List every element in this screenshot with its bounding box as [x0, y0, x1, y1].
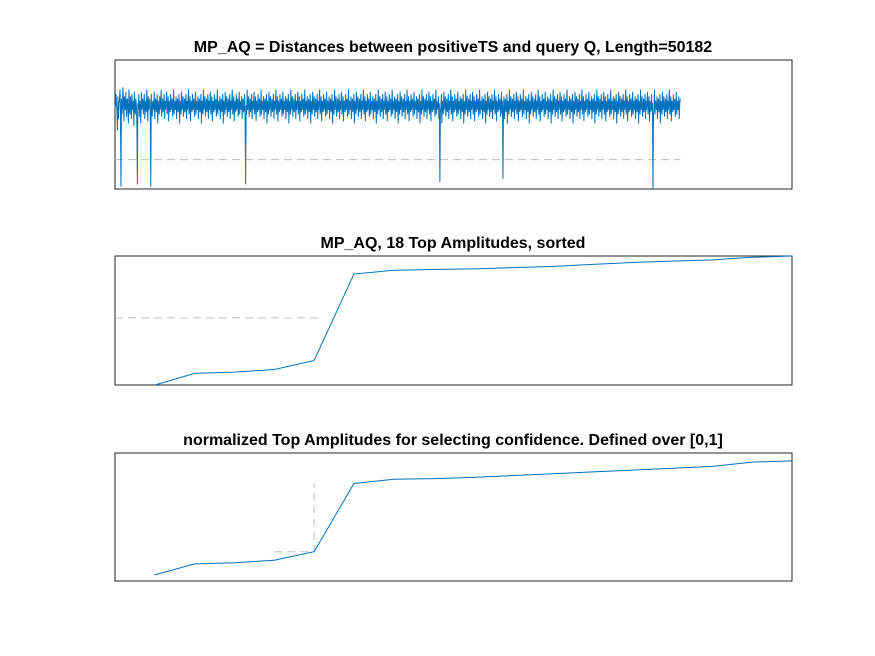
chart-3-title: normalized Top Amplitudes for selecting …	[183, 432, 723, 449]
chart-3-plot-area	[154, 460, 793, 576]
chart-3-axes-frame	[114, 452, 793, 582]
chart-1-plot-area	[114, 87, 681, 190]
chart-3: normalized Top Amplitudes for selecting …	[114, 432, 793, 582]
chart-2-plot-area	[115, 255, 793, 386]
chart-1: MP_AQ = Distances between positiveTS and…	[114, 39, 793, 190]
chart-2-axes-frame	[114, 255, 793, 386]
chart-2-title: MP_AQ, 18 Top Amplitudes, sorted	[321, 235, 586, 252]
chart-1-series-line	[114, 87, 681, 190]
chart-2: MP_AQ, 18 Top Amplitudes, sorted	[114, 235, 793, 386]
chart-1-axes-frame	[114, 59, 793, 190]
chart-2-series-line	[154, 255, 793, 386]
chart-1-title: MP_AQ = Distances between positiveTS and…	[194, 39, 712, 56]
chart-3-series-line	[154, 460, 793, 576]
